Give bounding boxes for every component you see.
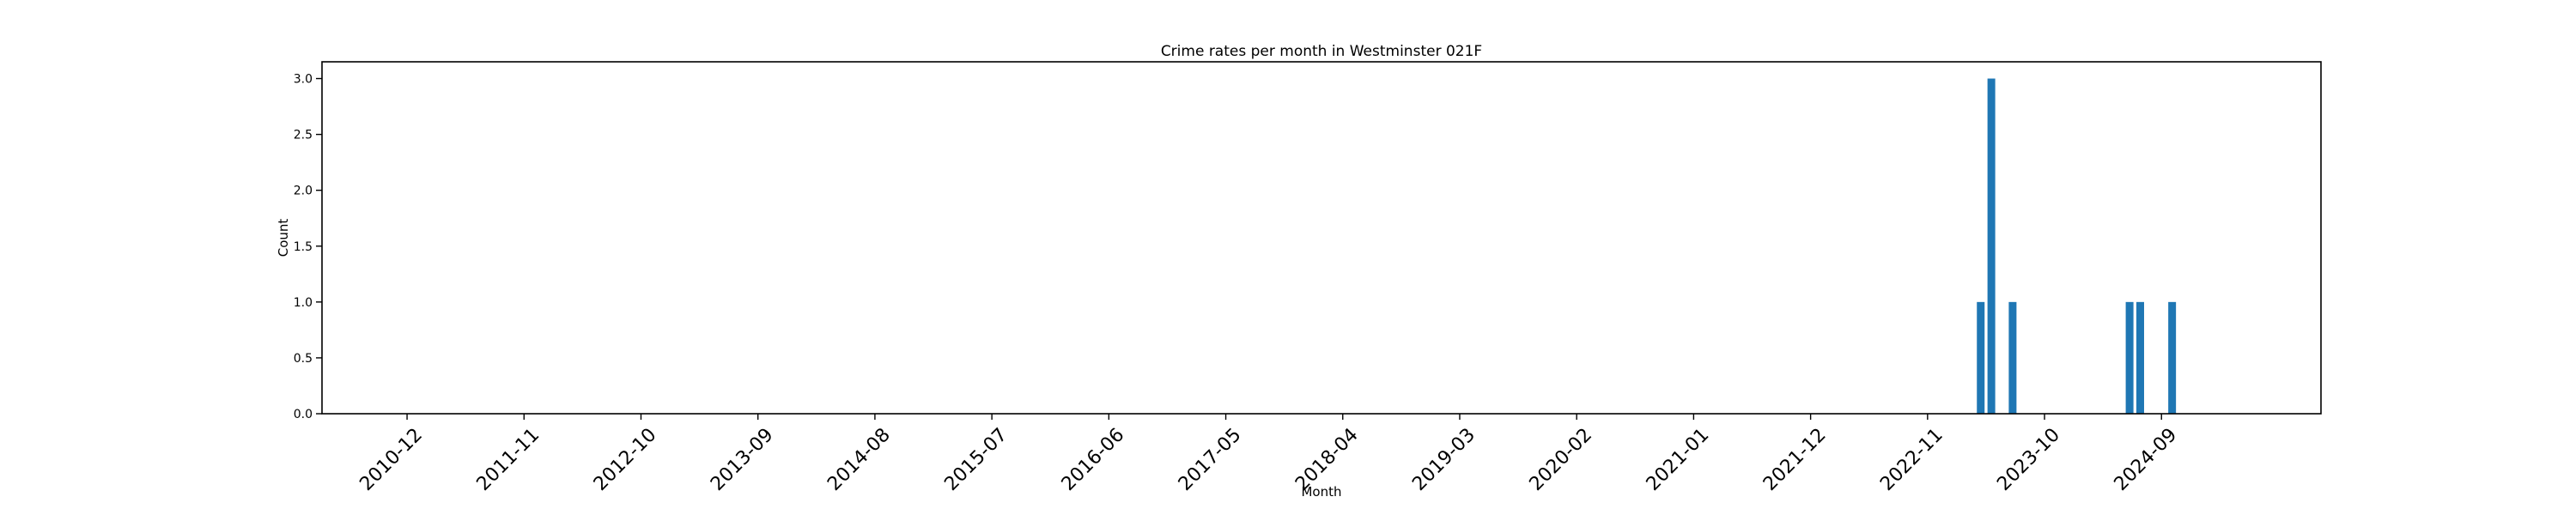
plot-frame <box>321 61 2322 415</box>
x-axis-label: Month <box>1301 484 1341 500</box>
chart-title: Crime rates per month in Westminster 021… <box>1161 43 1482 60</box>
bar <box>2168 301 2177 414</box>
y-tick-label: 2.0 <box>294 185 313 198</box>
y-tick-label: 0.5 <box>294 352 313 366</box>
y-axis-ticks: 0.0 0.5 1.0 1.5 2.0 2.5 3.0 <box>294 73 322 421</box>
y-tick-label: 2.5 <box>294 129 313 142</box>
bar <box>1977 301 1985 414</box>
y-axis-label: Count <box>276 219 291 258</box>
bar <box>2136 301 2144 414</box>
bar <box>1987 78 1996 415</box>
bar <box>2125 301 2134 414</box>
y-tick-label: 3.0 <box>294 73 313 87</box>
y-tick-label: 1.0 <box>294 296 313 310</box>
y-tick-label: 0.0 <box>294 408 313 421</box>
bar <box>2008 301 2017 414</box>
y-tick-label: 1.5 <box>294 240 313 254</box>
bars <box>1977 78 2177 415</box>
